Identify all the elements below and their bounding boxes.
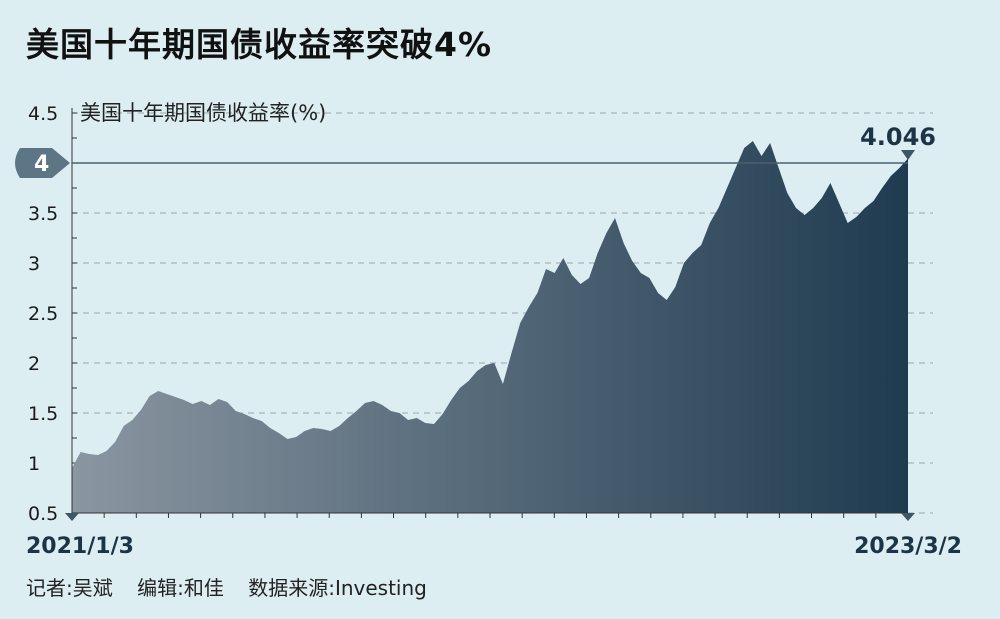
y-tick-label: 0.5 [28,503,58,525]
reporter-credit: 记者:吴斌 [26,576,113,600]
overlay: 4 美国十年期国债收益率(%) 4.046 2021/1/3 2023/3/2 [15,101,962,559]
end-date-label: 2023/3/2 [854,534,962,559]
y-tick-label: 2 [28,353,40,375]
y-tick-label: 2.5 [28,303,58,325]
y-tick-label: 4.5 [28,103,58,125]
end-marker [901,150,915,160]
end-date-marker [901,513,915,521]
y-tick-label: 3.5 [28,203,58,225]
yield-area [72,141,908,513]
start-date-label: 2021/1/3 [26,534,134,559]
y-tick-label: 1 [28,453,40,475]
y-tick-label: 1.5 [28,403,58,425]
y-tick-label: 3 [28,253,40,275]
chart-title: 美国十年期国债收益率突破4% [26,25,493,64]
footer-credits: 记者:吴斌 编辑:和佳 数据来源:Investing [26,572,445,601]
y-axis-title: 美国十年期国债收益率(%) [80,101,326,125]
end-value-label: 4.046 [860,123,936,151]
source-credit: 数据来源:Investing [248,576,427,600]
y-axis-ticks: 0.5 1 1.5 2 2.5 3 3.5 4.5 [28,103,58,525]
threshold-marker [15,148,70,178]
start-date-marker [65,513,79,521]
editor-credit: 编辑:和佳 [137,576,224,600]
threshold-label: 4 [34,152,49,177]
